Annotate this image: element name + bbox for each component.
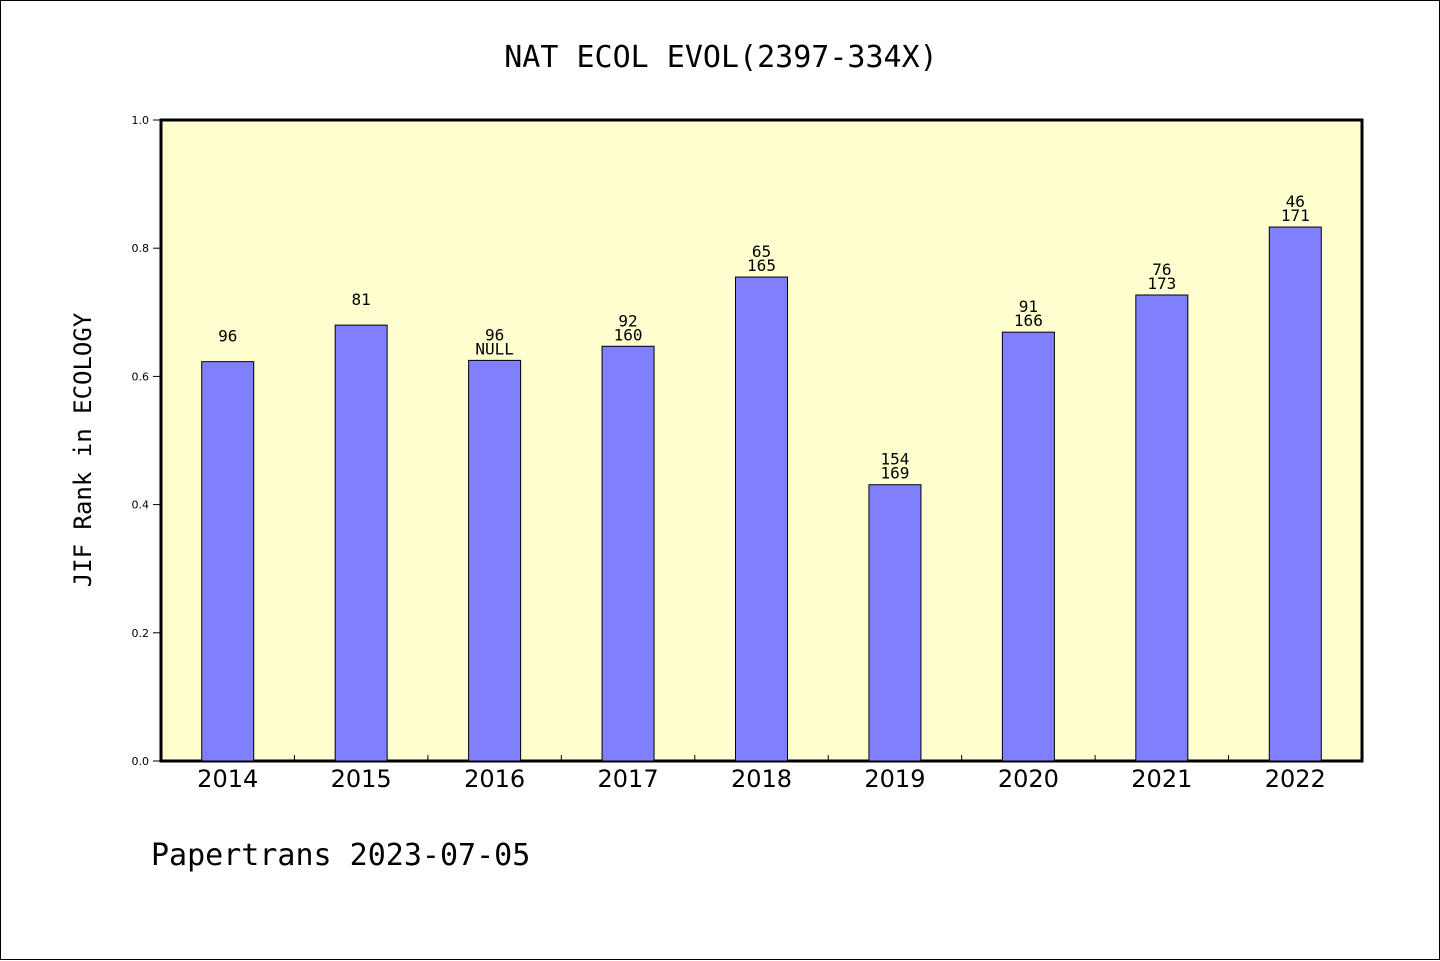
bar: [468, 359, 522, 762]
footer-credit: Papertrans 2023-07-05: [151, 838, 530, 873]
y-tick-label: 0.4: [132, 499, 150, 512]
rank-label: 96: [485, 325, 504, 344]
bar: [334, 324, 388, 762]
rank-label: 65: [752, 242, 771, 261]
rank-label: 154: [880, 450, 909, 469]
x-tick-label: 2017: [598, 765, 659, 793]
y-axis-label: JIF Rank in ECOLOGY: [69, 312, 97, 587]
x-tick-label: 2020: [998, 765, 1059, 793]
bar: [1268, 226, 1322, 762]
bar: [1135, 294, 1189, 762]
x-tick-label: 2014: [197, 765, 258, 793]
rank-label: 46: [1286, 192, 1305, 211]
rank-label: 81: [352, 290, 371, 309]
x-tick-label: 2018: [731, 765, 792, 793]
y-tick-label: 0.2: [132, 627, 150, 640]
bar: [735, 276, 788, 762]
total-label: 160: [614, 325, 643, 344]
x-tick-label: 2022: [1265, 765, 1326, 793]
y-axis: 0.0 0.2 0.4 0.6 0.8 1.0: [132, 114, 161, 768]
bar-series: [201, 226, 1322, 762]
y-tick-label: 1.0: [132, 114, 150, 127]
bar: [201, 361, 255, 762]
data-labels: 968196NULL921606516515416991166761734617…: [218, 192, 1310, 483]
x-tick-label: 2021: [1131, 765, 1192, 793]
total-label: 171: [1281, 206, 1310, 225]
rank-label: 76: [1152, 260, 1171, 279]
total-label: 165: [747, 256, 776, 275]
x-tick-label: 2015: [331, 765, 392, 793]
x-axis: 2014 2015 2016 2017 2018 2019 2020 2021 2022: [197, 755, 1326, 793]
total-label: NULL: [475, 339, 514, 358]
total-label: 169: [880, 464, 909, 483]
x-tick-label: 2019: [864, 765, 925, 793]
x-tick-label: 2016: [464, 765, 525, 793]
rank-label: 96: [218, 327, 237, 346]
bar: [601, 345, 655, 762]
rank-label: 91: [1019, 297, 1038, 316]
bar: [1001, 331, 1055, 762]
y-tick-label: 0.8: [132, 242, 150, 255]
total-label: 173: [1147, 274, 1176, 293]
bar: [868, 484, 922, 762]
y-tick-label: 0.6: [132, 370, 150, 383]
rank-label: 92: [618, 311, 637, 330]
total-label: 166: [1014, 311, 1043, 330]
y-tick-label: 0.0: [132, 755, 150, 768]
chart-title: NAT ECOL EVOL(2397-334X): [504, 40, 937, 75]
